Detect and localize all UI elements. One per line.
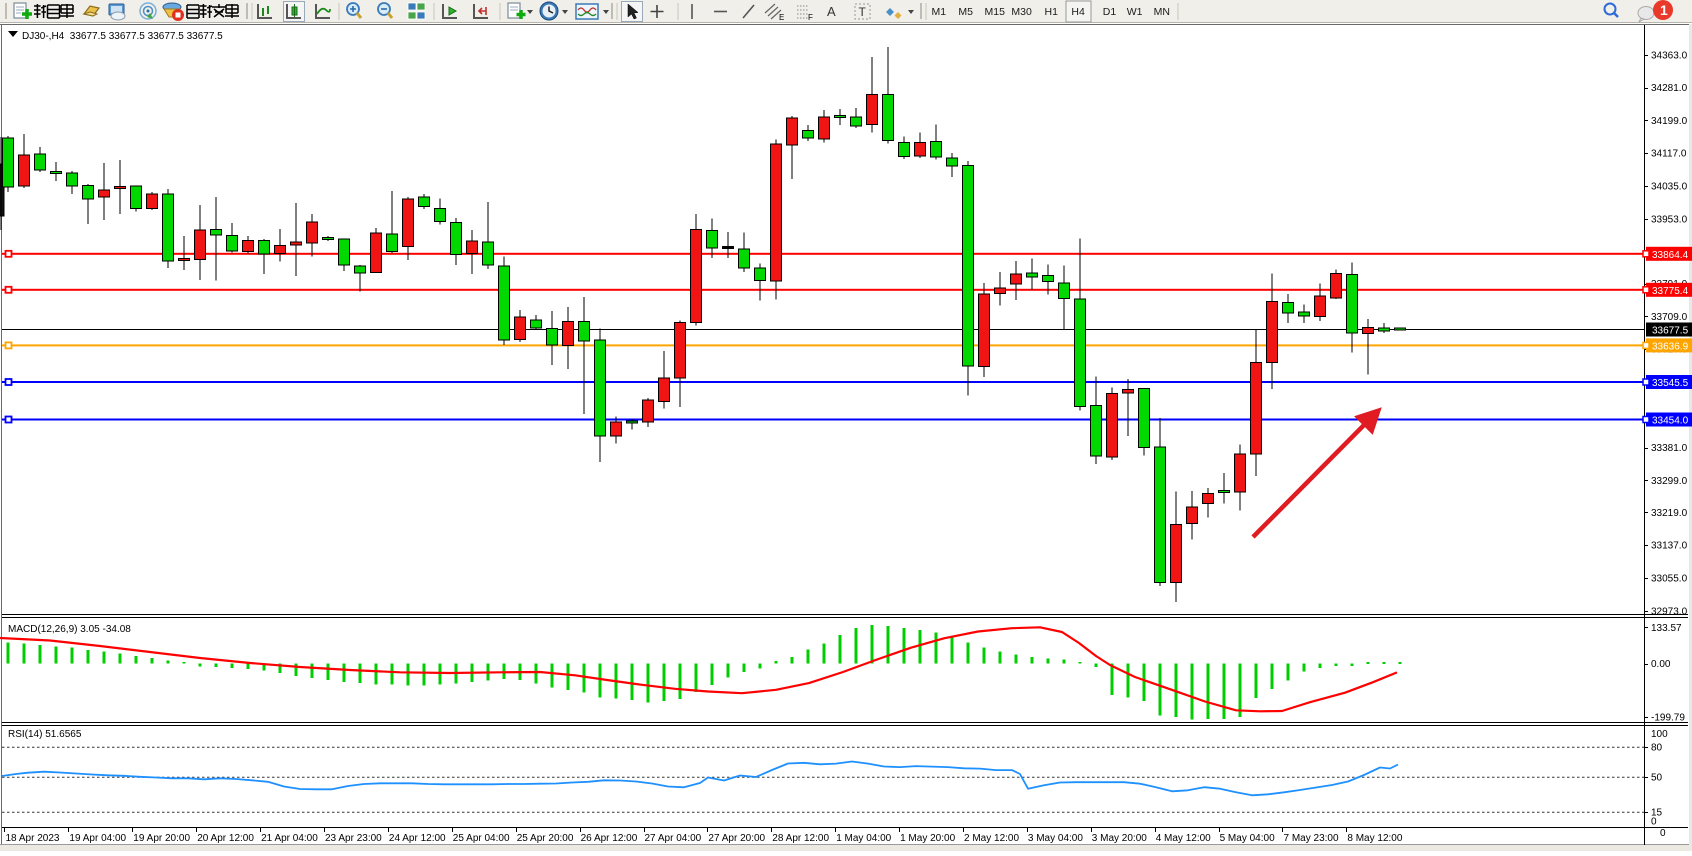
svg-text:0: 0 [1660, 828, 1666, 839]
svg-text:33381.0: 33381.0 [1651, 443, 1688, 454]
svg-text:133.57: 133.57 [1651, 623, 1682, 634]
svg-text:8 May 12:00: 8 May 12:00 [1347, 833, 1402, 844]
svg-text:M15: M15 [985, 6, 1006, 18]
svg-text:M5: M5 [958, 6, 973, 18]
svg-text:DJ30-,H4 33677.5 33677.5 3367: DJ30-,H4 33677.5 33677.5 33677.5 33677.5 [22, 31, 223, 42]
svg-text:3 May 04:00: 3 May 04:00 [1028, 833, 1083, 844]
svg-text:MACD(12,26,9) 3.05 -34.08: MACD(12,26,9) 3.05 -34.08 [8, 624, 131, 635]
svg-text:27 Apr 04:00: 27 Apr 04:00 [645, 833, 702, 844]
svg-text:H4: H4 [1071, 6, 1085, 18]
svg-text:33775.4: 33775.4 [1652, 286, 1689, 297]
svg-text:21 Apr 04:00: 21 Apr 04:00 [261, 833, 318, 844]
svg-text:33545.5: 33545.5 [1652, 378, 1689, 389]
svg-text:28 Apr 12:00: 28 Apr 12:00 [772, 833, 829, 844]
svg-text:33636.9: 33636.9 [1652, 341, 1689, 352]
svg-text:M1: M1 [932, 6, 947, 18]
svg-text:19 Apr 20:00: 19 Apr 20:00 [133, 833, 190, 844]
svg-text:1 May 04:00: 1 May 04:00 [836, 833, 891, 844]
svg-text:25 Apr 04:00: 25 Apr 04:00 [453, 833, 510, 844]
svg-text:33953.0: 33953.0 [1651, 214, 1688, 225]
svg-text:80: 80 [1651, 743, 1663, 754]
svg-text:15: 15 [1651, 808, 1663, 819]
svg-text:33137.0: 33137.0 [1651, 541, 1688, 552]
svg-text:34035.0: 34035.0 [1651, 182, 1688, 193]
svg-text:33219.0: 33219.0 [1651, 508, 1688, 519]
svg-text:33299.0: 33299.0 [1651, 476, 1688, 487]
svg-text:7 May 23:00: 7 May 23:00 [1284, 833, 1339, 844]
svg-text:25 Apr 20:00: 25 Apr 20:00 [517, 833, 574, 844]
svg-text:34199.0: 34199.0 [1651, 116, 1688, 127]
svg-text:34117.0: 34117.0 [1651, 149, 1687, 160]
svg-text:33055.0: 33055.0 [1651, 574, 1688, 585]
svg-text:50: 50 [1651, 773, 1663, 784]
svg-text:19 Apr 04:00: 19 Apr 04:00 [69, 833, 126, 844]
svg-text:4 May 12:00: 4 May 12:00 [1156, 833, 1211, 844]
svg-text:27 Apr 20:00: 27 Apr 20:00 [708, 833, 765, 844]
svg-text:A: A [827, 4, 836, 19]
svg-text:RSI(14) 51.6565: RSI(14) 51.6565 [8, 729, 82, 740]
svg-text:32973.0: 32973.0 [1651, 606, 1688, 617]
svg-text:F: F [808, 13, 813, 22]
svg-text:H1: H1 [1045, 6, 1059, 18]
svg-text:33677.5: 33677.5 [1652, 326, 1689, 337]
svg-text:18 Apr 2023: 18 Apr 2023 [6, 833, 60, 844]
svg-text:1 May 20:00: 1 May 20:00 [900, 833, 955, 844]
svg-text:20 Apr 12:00: 20 Apr 12:00 [197, 833, 254, 844]
svg-text:33709.0: 33709.0 [1651, 312, 1688, 323]
svg-text:26 Apr 12:00: 26 Apr 12:00 [581, 833, 638, 844]
svg-text:3 May 20:00: 3 May 20:00 [1092, 833, 1147, 844]
svg-text:-199.79: -199.79 [1651, 713, 1685, 724]
svg-text:M30: M30 [1011, 6, 1032, 18]
svg-text:34281.0: 34281.0 [1651, 83, 1688, 94]
svg-text:0: 0 [1651, 816, 1657, 827]
svg-text:MN: MN [1154, 6, 1170, 18]
svg-text:33454.0: 33454.0 [1652, 416, 1689, 427]
svg-text:E: E [779, 13, 784, 22]
svg-text:2 May 12:00: 2 May 12:00 [964, 833, 1019, 844]
svg-text:34363.0: 34363.0 [1651, 50, 1688, 61]
svg-text:0.00: 0.00 [1651, 659, 1671, 670]
svg-text:24 Apr 12:00: 24 Apr 12:00 [389, 833, 446, 844]
svg-text:23 Apr 23:00: 23 Apr 23:00 [325, 833, 382, 844]
svg-text:W1: W1 [1127, 6, 1143, 18]
svg-text:1: 1 [1660, 2, 1668, 18]
svg-text:D1: D1 [1103, 6, 1117, 18]
svg-text:33864.4: 33864.4 [1652, 250, 1689, 261]
svg-text:5 May 04:00: 5 May 04:00 [1220, 833, 1275, 844]
svg-text:100: 100 [1651, 729, 1668, 740]
svg-text:T: T [859, 5, 867, 19]
